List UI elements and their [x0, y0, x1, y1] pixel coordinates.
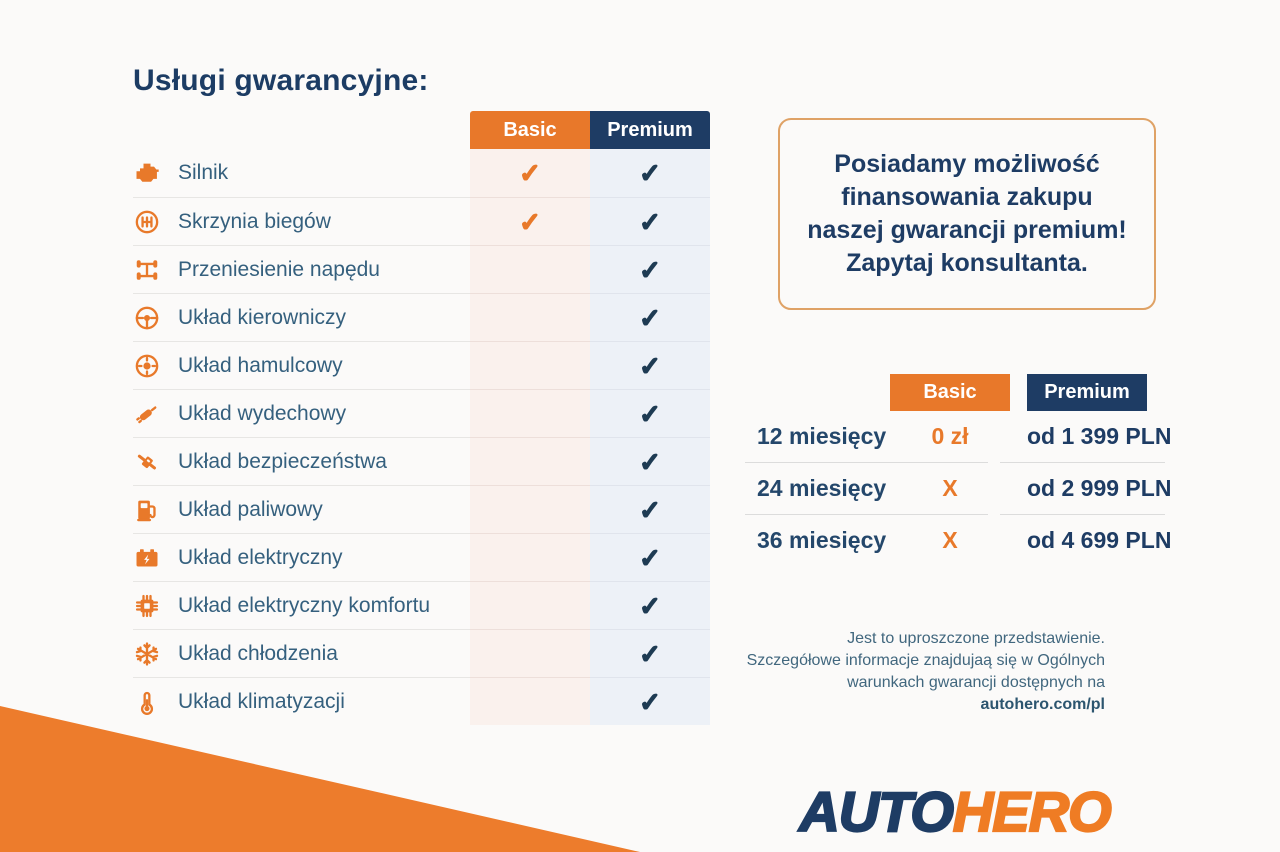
pricing-basic-value: X	[942, 475, 958, 501]
pricing-row: 36 miesięcy X od 4 699 PLN	[745, 515, 1172, 566]
premium-check: ✓	[638, 590, 661, 621]
gearbox-icon	[133, 208, 161, 236]
table-row: Układ wydechowy ✓	[133, 389, 710, 437]
premium-check: ✓	[638, 350, 661, 381]
premium-check: ✓	[638, 302, 661, 333]
premium-check: ✓	[638, 206, 661, 237]
drivetrain-icon	[133, 256, 161, 284]
basic-column-header: Basic	[470, 111, 590, 149]
table-row: Układ elektryczny komfortu ✓	[133, 581, 710, 629]
exhaust-icon	[133, 400, 161, 428]
legal-note-line1: Jest to uproszczone przedstawienie.	[847, 630, 1105, 647]
pricing-divider	[745, 514, 1165, 515]
pricing-premium-value: od 1 399 PLN	[1027, 423, 1172, 449]
battery-icon	[133, 544, 161, 572]
engine-icon	[133, 159, 161, 187]
financing-promo-box: Posiadamy możliwość finansowania zakupu …	[778, 118, 1156, 310]
table-row: Układ kierowniczy ✓	[133, 293, 710, 341]
service-label: Silnik	[178, 161, 229, 184]
service-label: Układ kierowniczy	[178, 293, 470, 341]
table-row: Układ bezpieczeństwa ✓	[133, 437, 710, 485]
fuel-pump-icon	[133, 496, 161, 524]
premium-check: ✓	[638, 254, 661, 285]
premium-check: ✓	[638, 686, 661, 717]
pricing-row: 12 miesięcy 0 zł od 1 399 PLN	[745, 411, 1172, 462]
snowflake-icon	[133, 640, 161, 668]
premium-check: ✓	[638, 158, 661, 188]
basic-check: ✓	[518, 206, 541, 237]
table-row: Układ hamulcowy ✓	[133, 341, 710, 389]
legal-note-line2: Szczegółowe informacje znajdujaą się w O…	[746, 652, 1105, 669]
logo-auto-part: AUTO	[798, 779, 955, 844]
service-label: Układ bezpieczeństwa	[178, 437, 470, 485]
premium-check: ✓	[638, 638, 661, 669]
service-label: Układ wydechowy	[178, 389, 470, 437]
table-row: Skrzynia biegów ✓ ✓	[133, 197, 710, 245]
pricing-basic-header: Basic	[890, 374, 1010, 411]
pricing-row: 24 miesięcy X od 2 999 PLN	[745, 463, 1172, 514]
service-label: Układ paliwowy	[178, 485, 470, 533]
premium-check: ✓	[638, 446, 661, 477]
pricing-divider	[745, 462, 1165, 463]
service-label: Układ hamulcowy	[178, 341, 470, 389]
header-spacer	[133, 111, 470, 149]
logo-hero-part: HERO	[952, 779, 1113, 844]
thermometer-icon	[133, 688, 161, 716]
service-label: Skrzynia biegów	[178, 197, 470, 245]
pricing-table-header: Basic Premium	[745, 374, 1165, 411]
table-row: Układ elektryczny ✓	[133, 533, 710, 581]
premium-column-header: Premium	[590, 111, 710, 149]
pricing-basic-value: 0 zł	[931, 423, 969, 449]
warranty-services-section: Usługi gwarancyjne: Basic Premium Silnik…	[133, 64, 710, 725]
pricing-period: 24 miesięcy	[757, 475, 887, 501]
service-label: Układ elektryczny	[178, 533, 470, 581]
brake-disc-icon	[133, 352, 161, 380]
pricing-period: 12 miesięcy	[757, 423, 887, 449]
pricing-basic-value: X	[942, 527, 958, 553]
autohero-url: autohero.com/pl	[980, 696, 1105, 713]
service-label: Układ chłodzenia	[178, 629, 470, 677]
financing-promo-text: Posiadamy możliwość finansowania zakupu …	[807, 150, 1127, 277]
right-panel: Posiadamy możliwość finansowania zakupu …	[745, 118, 1172, 844]
basic-check: ✓	[518, 158, 541, 188]
table-row: Przeniesienie napędu ✓	[133, 245, 710, 293]
steering-wheel-icon	[133, 304, 161, 332]
seatbelt-icon	[133, 448, 161, 476]
autohero-logo: AUTOHERO	[745, 779, 1165, 844]
corner-accent-shape	[0, 706, 640, 852]
service-label: Układ elektryczny komfortu	[178, 581, 470, 629]
pricing-premium-header: Premium	[1027, 374, 1147, 411]
premium-check: ✓	[638, 494, 661, 525]
service-label: Przeniesienie napędu	[178, 245, 470, 293]
pricing-premium-value: od 4 699 PLN	[1027, 527, 1172, 553]
pricing-premium-value: od 2 999 PLN	[1027, 475, 1172, 501]
table-row: Układ paliwowy ✓	[133, 485, 710, 533]
premium-check: ✓	[638, 542, 661, 573]
page-title: Usługi gwarancyjne:	[133, 64, 429, 97]
legal-note-line3: warunkach gwarancji dostępnych na autohe…	[847, 674, 1105, 713]
legal-note: Jest to uproszczone przedstawienie. Szcz…	[745, 628, 1165, 716]
service-label: Układ klimatyzacji	[178, 677, 470, 725]
table-row: Układ chłodzenia ✓	[133, 629, 710, 677]
pricing-table: Basic Premium 12 miesięcy 0 zł od 1 399 …	[745, 374, 1172, 566]
pricing-period: 36 miesięcy	[757, 527, 887, 553]
chip-icon	[133, 592, 161, 620]
table-row: Silnik ✓ ✓	[133, 149, 710, 197]
premium-check: ✓	[638, 398, 661, 429]
table-row: Układ klimatyzacji ✓	[133, 677, 710, 725]
services-table-header: Basic Premium	[133, 111, 710, 149]
